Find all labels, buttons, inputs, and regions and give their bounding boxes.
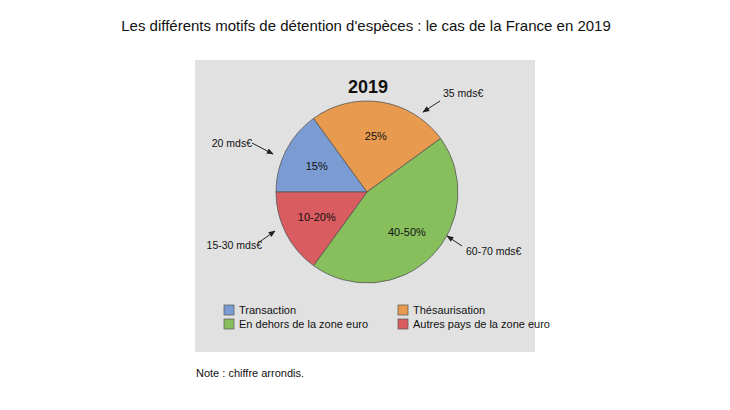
data-label: 15% [306,160,328,172]
annotation-arrow [423,101,440,112]
annotation-arrow [252,143,273,154]
legend-swatch [224,319,234,329]
annotation: 15-30 mds€ [207,239,263,251]
chart: Les différents motifs de détention d'esp… [0,0,730,410]
legend-label: Autres pays de la zone euro [413,318,550,330]
legend-label: Transaction [239,304,296,316]
annotation: 20 mds€ [212,137,252,149]
annotations: 20 mds€ 35 mds€ 60-70 mds€ 15-30 mds€ [207,87,522,257]
legend-label: Thésaurisation [413,304,485,316]
title: Les différents motifs de détention d'esp… [121,17,611,34]
pie [276,101,458,283]
note: Note : chiffre arrondis. [196,367,304,379]
slice [276,192,367,266]
legend-label: En dehors de la zone euro [239,318,368,330]
legend-swatch [224,305,234,315]
legend-swatch [398,319,408,329]
annotation: 60-70 mds€ [466,245,522,257]
data-labels: 15% 25% 40-50% 10-20% [298,130,426,238]
data-label: 40-50% [388,226,426,238]
panel [195,60,535,352]
legend-swatch [398,305,408,315]
data-label: 10-20% [298,211,336,223]
subtitle: 2019 [348,77,388,97]
data-label: 25% [365,130,387,142]
annotation: 35 mds€ [443,87,483,99]
legend: Transaction Thésaurisation En dehors de la… [224,304,550,330]
annotation-arrow [447,236,462,246]
